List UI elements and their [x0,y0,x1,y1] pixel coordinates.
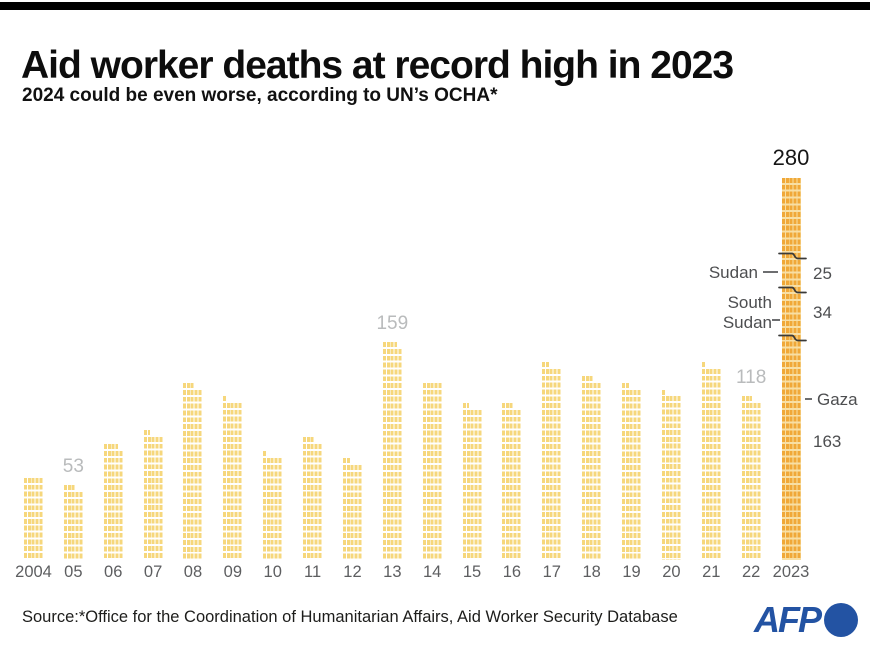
annotation-sudan-value: 25 [813,264,832,283]
bar-13 [382,348,402,560]
waffle-bar-block [263,450,267,458]
annotation-gaza-value: 163 [813,432,842,451]
x-axis-label-05: 05 [64,563,83,581]
bar-21 [701,369,721,560]
x-axis-label-10: 10 [263,563,282,581]
waffle-bar-block [462,403,470,410]
waffle-bar-block [502,403,514,410]
bar-08 [183,389,203,560]
annotation-south-sudan-line1: South [727,293,772,312]
x-axis-label-16: 16 [502,563,522,581]
bar-value-label-13: 159 [376,312,409,334]
x-axis-label-13: 13 [383,563,402,581]
x-axis-label-09: 09 [223,563,243,581]
bar-20 [661,396,681,560]
x-axis-label-15: 15 [462,563,482,581]
bar-12 [342,464,362,560]
annotation-south-sudan-leader-line [772,319,780,321]
bar-22 [741,403,761,560]
bar-2023 [781,178,801,560]
waffle-bar-block [143,430,151,438]
page-subtitle: 2024 could be even worse, according to U… [22,85,498,106]
bar-value-label-2023: 280 [772,145,810,171]
annotation-gaza-leader-line [805,398,812,400]
waffle-bar-block [542,362,550,370]
x-axis-label-08: 08 [183,563,203,581]
waffle-bar-block [582,375,593,383]
bar-07 [143,437,163,560]
bar-value-label-05: 53 [62,455,84,477]
waffle-bar-block [661,389,665,397]
x-axis-label-12: 12 [343,563,362,581]
waffle-bar-block [223,396,227,404]
x-axis-label-14: 14 [423,563,442,581]
segment-divider-mark [777,249,808,267]
bar-15 [462,409,482,560]
x-axis-label-06: 06 [104,563,123,581]
bar-19 [622,389,642,560]
annotation-south-sudan-label: South Sudan [640,293,772,333]
segment-divider-mark [777,331,808,349]
waffle-bar-block [303,437,314,445]
bar-16 [502,409,522,560]
x-axis-label-17: 17 [542,563,561,581]
bar-14 [422,382,442,560]
afp-logo: AFP [754,598,864,642]
x-axis-label-22: 22 [741,563,761,581]
waffle-bar-block [342,457,350,465]
waffle-bar-block [63,484,75,492]
x-axis-label-2004: 2004 [15,563,52,581]
bar-17 [542,369,562,560]
waffle-bar-block [622,382,629,390]
waffle-bar-block [382,341,398,349]
x-axis-label-19: 19 [622,563,641,581]
annotation-south-sudan-line2: Sudan [722,313,772,333]
bar-18 [582,382,602,560]
x-axis-label-2023: 2023 [772,563,810,581]
waffle-bar-block [741,396,753,404]
annotation-gaza-label: Gaza [817,390,858,409]
waffle-bar-block [183,382,195,390]
x-axis-label-07: 07 [143,563,163,581]
bar-10 [263,457,283,560]
annotation-south-sudan-value: 34 [813,303,832,322]
annotation-sudan-leader-line [763,271,778,273]
bar-05 [63,491,83,560]
bar-09 [223,403,243,560]
bar-2004 [24,478,43,560]
segment-divider-mark [777,283,808,301]
x-axis-label-20: 20 [662,563,681,581]
bar-value-label-22: 118 [736,367,767,389]
waffle-bar-block [103,444,119,451]
x-axis-label-21: 21 [702,563,721,581]
bar-11 [303,444,323,560]
source-text: Source:*Office for the Coordination of H… [22,608,678,626]
top-black-bar [0,2,870,10]
page-title: Aid worker deaths at record high in 2023 [21,44,734,88]
annotation-sudan-label: Sudan [708,263,758,282]
x-axis-label-11: 11 [304,563,322,581]
waffle-bar-block [701,362,705,370]
bar-06 [103,450,123,560]
afp-logo-text: AFP [754,599,822,640]
afp-logo-circle-icon [824,603,858,637]
x-axis-label-18: 18 [582,563,601,581]
